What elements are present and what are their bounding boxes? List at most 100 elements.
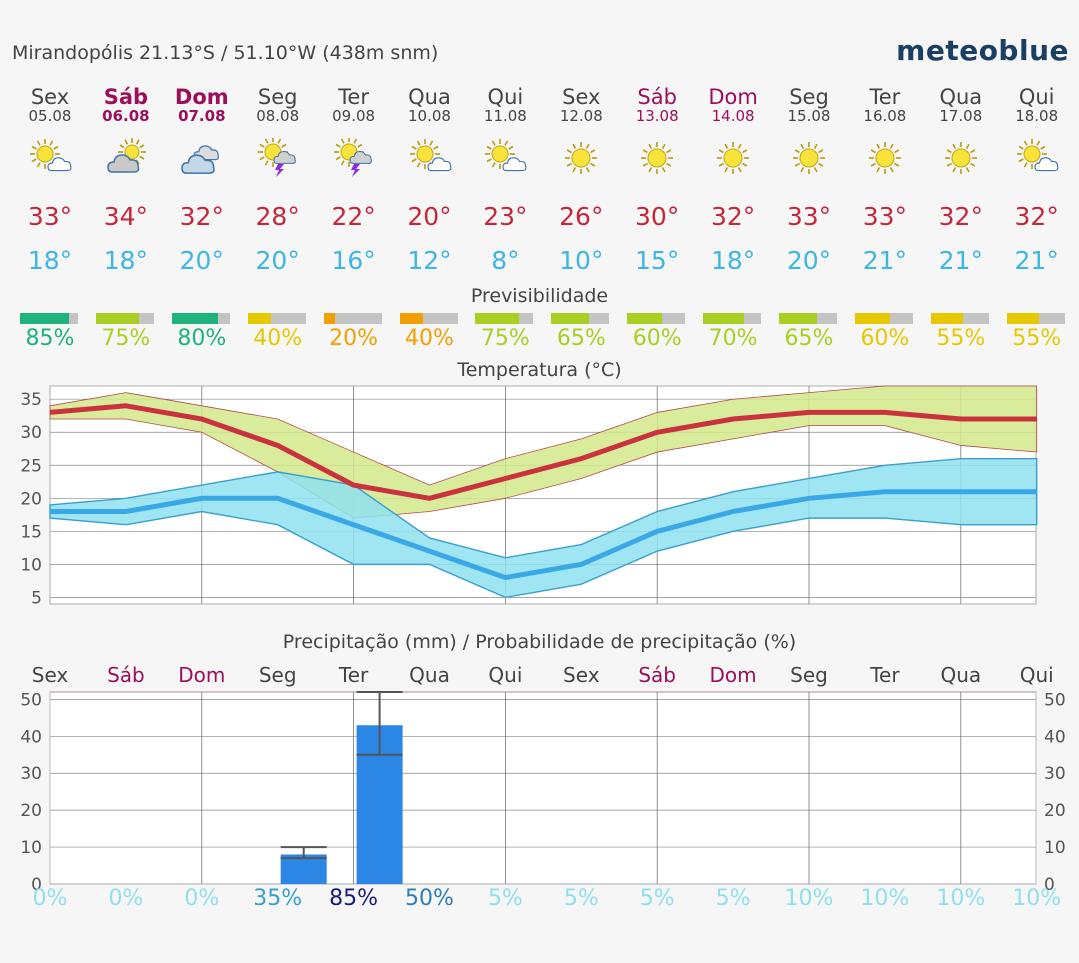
day-name: Sáb <box>637 85 677 109</box>
predictability-fill <box>930 313 963 324</box>
precip-day-label: Qua <box>409 663 450 687</box>
min-temp: 16° <box>331 246 376 275</box>
day-name: Sex <box>30 85 70 109</box>
precip-day-label: Dom <box>178 663 225 687</box>
max-temp: 30° <box>635 202 680 231</box>
min-temp: 21° <box>1014 246 1059 275</box>
predictability-bar <box>551 313 610 324</box>
precip-day-label: Sex <box>563 663 600 687</box>
predictability-fill <box>1006 313 1039 324</box>
max-temp: 33° <box>786 202 832 231</box>
precip-probability: 10% <box>860 886 910 911</box>
weather-icon-sun-9 <box>717 142 750 174</box>
day-date: 11.08 <box>483 107 527 125</box>
min-temp: 18° <box>103 246 149 275</box>
precip-day-label: Dom <box>710 663 757 687</box>
temp-tick-label: 5 <box>31 588 42 608</box>
min-temp: 10° <box>559 246 604 275</box>
predictability-bar <box>95 313 154 324</box>
weather-icon <box>483 138 527 178</box>
location-header: Mirandopólis 21.13°S / 51.10°W (438m snm… <box>12 42 439 64</box>
predictability-value: 60% <box>632 326 682 351</box>
day-header-1: Sáb 06.08 <box>88 86 164 124</box>
precip-day-label: Sex <box>32 663 69 687</box>
min-temp: 20° <box>179 246 224 275</box>
day-date: 17.08 <box>939 107 983 125</box>
precip-probability: 10% <box>936 886 986 911</box>
min-temp-band <box>49 457 1038 599</box>
precip-probability: 0% <box>32 886 68 911</box>
precip-tick-label-right: 30 <box>1044 764 1066 784</box>
precip-tick-label-right: 20 <box>1044 801 1066 821</box>
weather-icon <box>635 138 679 178</box>
precip-probability: 0% <box>108 886 144 911</box>
predictability-value: 40% <box>253 326 303 351</box>
precip-probability: 5% <box>563 886 599 911</box>
day-date: 08.08 <box>256 107 300 125</box>
weather-icon-sun-11 <box>868 142 901 174</box>
day-header-3: Seg 08.08 <box>240 86 316 124</box>
brand-logo: meteoblue <box>896 34 1069 67</box>
weather-icon <box>863 138 907 178</box>
predictability-bar <box>323 313 382 324</box>
day-name: Sáb <box>103 85 149 109</box>
max-temp: 33° <box>862 202 908 231</box>
precip-probability: 35% <box>253 886 303 911</box>
max-temp: 20° <box>407 202 452 231</box>
predictability-fill <box>703 313 744 324</box>
temp-tick-label: 35 <box>20 390 42 410</box>
min-temp: 21° <box>938 246 983 275</box>
temp-tick-label: 10 <box>20 555 42 575</box>
predictability-fill <box>323 313 336 324</box>
precip-tick-label-left: 40 <box>20 727 42 747</box>
predictability-value: 75% <box>480 326 530 351</box>
weather-icon-sun-cloud-6 <box>485 139 527 172</box>
predictability-bar <box>171 313 230 324</box>
day-date: 15.08 <box>787 107 831 125</box>
min-temp: 15° <box>635 246 680 275</box>
predictability-value: 70% <box>708 326 758 351</box>
predictability-value: 65% <box>556 326 606 351</box>
precip-day-label: Qui <box>1020 663 1054 687</box>
min-temp: 20° <box>255 246 300 275</box>
min-temp-line <box>50 489 1037 581</box>
predictability-bar <box>475 313 534 324</box>
weather-icon <box>408 138 452 178</box>
weather-icon-sun-cloud-5 <box>409 139 451 172</box>
day-name: Dom <box>174 85 229 109</box>
predictability-bar <box>20 313 78 324</box>
weather-icon <box>1015 138 1059 178</box>
predictability-fill <box>779 313 817 324</box>
predictability-bar <box>247 313 306 324</box>
predictability-value: 60% <box>860 326 910 351</box>
predictability-value: 55% <box>936 326 986 351</box>
min-temp: 18° <box>710 246 756 275</box>
precip-probability: 10% <box>1012 886 1062 911</box>
day-date: 07.08 <box>178 107 226 125</box>
predictability-bar <box>1006 313 1065 324</box>
day-date: 06.08 <box>102 107 150 125</box>
weather-icon-sun-cloud-13 <box>1016 139 1059 172</box>
day-date: 09.08 <box>332 107 376 125</box>
temperature-title: Temperatura (°C) <box>457 359 622 381</box>
day-header-10: Seg 15.08 <box>771 86 847 124</box>
day-name: Qua <box>939 85 983 109</box>
predictability-fill <box>399 313 423 324</box>
day-date: 12.08 <box>559 107 603 125</box>
predictability-fill <box>551 313 589 324</box>
predictability-fill <box>475 313 519 324</box>
day-header-9: Dom 14.08 <box>695 86 771 124</box>
weather-icon <box>28 138 72 178</box>
precip-day-label: Seg <box>790 663 828 687</box>
predictability-bar <box>399 313 458 324</box>
predictability-value: 55% <box>1012 326 1062 351</box>
predictability-value: 40% <box>405 326 454 351</box>
day-header-12: Qua 17.08 <box>923 86 999 124</box>
day-name: Qua <box>408 85 451 109</box>
temp-tick-label: 20 <box>20 489 42 509</box>
weather-icon <box>104 138 148 178</box>
predictability-fill <box>854 313 890 324</box>
max-temp: 33° <box>27 202 73 231</box>
precip-tick-label-left: 0 <box>31 875 42 895</box>
